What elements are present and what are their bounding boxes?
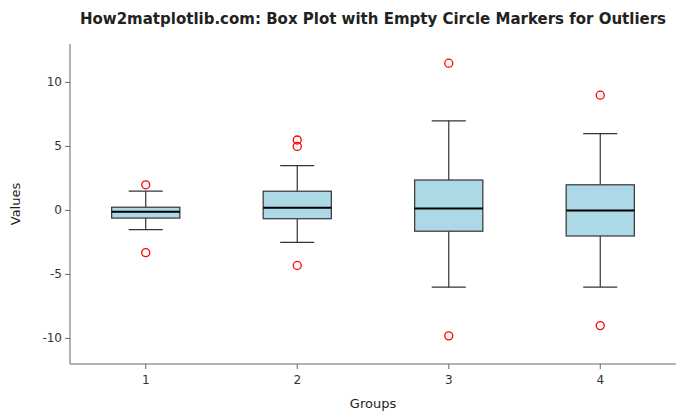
box xyxy=(566,185,634,236)
chart: How2matplotlib.com: Box Plot with Empty … xyxy=(0,0,700,420)
outlier xyxy=(142,181,150,189)
outlier xyxy=(596,322,604,330)
y-tick xyxy=(65,146,70,147)
x-axis-label: Groups xyxy=(350,396,397,411)
outlier xyxy=(142,249,150,257)
axes: -10 -5 0 5 10 1 2 3 4 xyxy=(42,44,676,387)
title: How2matplotlib.com: Box Plot with Empty … xyxy=(80,10,666,28)
y-tick xyxy=(65,82,70,83)
x-tick-label: 2 xyxy=(293,373,301,387)
box xyxy=(263,191,331,219)
box-group xyxy=(415,121,483,287)
upper-cap xyxy=(280,165,314,166)
median xyxy=(112,211,180,213)
y-tick-label: 5 xyxy=(54,139,62,153)
plot-area xyxy=(112,59,635,340)
lower-whisker xyxy=(145,218,146,230)
outlier xyxy=(445,59,453,67)
median xyxy=(263,207,331,209)
x-tick-label: 3 xyxy=(445,373,453,387)
upper-cap xyxy=(432,120,466,121)
x-tick xyxy=(145,364,146,369)
box xyxy=(112,207,180,218)
upper-cap xyxy=(583,133,617,134)
lower-cap xyxy=(129,229,163,230)
lower-whisker xyxy=(600,236,601,287)
lower-whisker xyxy=(297,219,298,243)
median xyxy=(566,209,634,211)
outlier xyxy=(445,332,453,340)
median xyxy=(415,207,483,209)
box-group xyxy=(566,134,634,288)
x-tick-label: 4 xyxy=(596,373,604,387)
upper-whisker xyxy=(145,191,146,207)
upper-whisker xyxy=(600,134,601,185)
upper-whisker xyxy=(448,121,449,180)
x-tick-label: 1 xyxy=(142,373,150,387)
box-group xyxy=(263,166,331,243)
upper-whisker xyxy=(297,166,298,192)
x-axis xyxy=(70,364,676,365)
y-axis-label: Values xyxy=(8,183,23,226)
outlier xyxy=(293,261,301,269)
x-tick xyxy=(297,364,298,369)
outlier xyxy=(596,91,604,99)
y-tick xyxy=(65,210,70,211)
lower-cap xyxy=(583,287,617,288)
y-axis xyxy=(70,44,71,364)
y-tick xyxy=(65,338,70,339)
lower-whisker xyxy=(448,231,449,287)
lower-cap xyxy=(280,242,314,243)
x-tick xyxy=(600,364,601,369)
y-tick-label: -5 xyxy=(50,267,62,281)
y-tick-label: 10 xyxy=(47,75,62,89)
y-tick-label: -10 xyxy=(42,331,62,345)
outlier xyxy=(293,136,301,144)
y-tick-label: 0 xyxy=(54,203,62,217)
box-group xyxy=(112,191,180,229)
y-tick xyxy=(65,274,70,275)
x-tick xyxy=(448,364,449,369)
upper-cap xyxy=(129,191,163,192)
box xyxy=(415,180,483,231)
lower-cap xyxy=(432,287,466,288)
